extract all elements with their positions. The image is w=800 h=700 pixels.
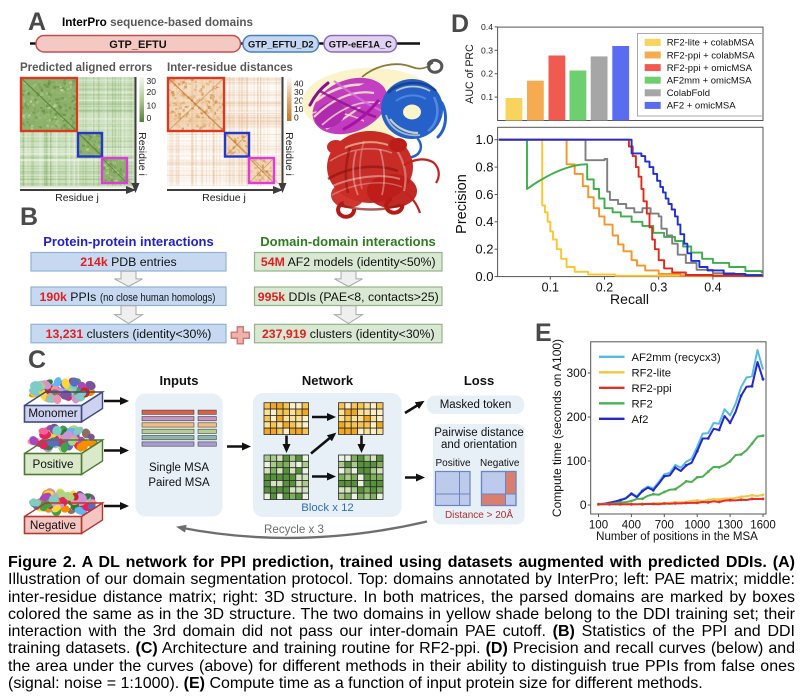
svg-text:0: 0: [294, 113, 299, 123]
svg-text:0.3: 0.3: [481, 45, 493, 55]
svg-text:300: 300: [566, 366, 586, 380]
svg-text:AUC of PRC: AUC of PRC: [464, 44, 476, 104]
svg-text:GTP-eEF1A_C: GTP-eEF1A_C: [329, 39, 392, 49]
svg-text:1600: 1600: [750, 520, 776, 532]
svg-text:RF2-ppi: RF2-ppi: [632, 383, 672, 395]
svg-text:0.8: 0.8: [475, 160, 493, 175]
svg-text:100: 100: [589, 520, 608, 532]
svg-text:1300: 1300: [717, 520, 743, 532]
svg-text:0.6: 0.6: [475, 187, 493, 202]
svg-text:Af2: Af2: [632, 414, 649, 426]
svg-text:400: 400: [622, 520, 641, 532]
svg-text:RF2-lite: RF2-lite: [632, 368, 672, 380]
svg-text:30: 30: [294, 87, 304, 97]
svg-text:GTP_EFTU_D2: GTP_EFTU_D2: [248, 39, 314, 49]
svg-text:RF2-ppi + omicMSA: RF2-ppi + omicMSA: [667, 63, 753, 74]
svg-text:0: 0: [580, 498, 587, 512]
svg-text:0.1: 0.1: [542, 281, 559, 295]
svg-text:0.2: 0.2: [481, 69, 493, 79]
svg-text:0.4: 0.4: [475, 214, 493, 229]
svg-text:20: 20: [294, 96, 304, 106]
svg-text:RF2: RF2: [632, 399, 653, 411]
svg-text:700: 700: [655, 520, 674, 532]
svg-text:10: 10: [294, 104, 304, 114]
svg-text:100: 100: [566, 454, 586, 468]
svg-text:0.3: 0.3: [650, 281, 667, 295]
svg-text:10: 10: [147, 101, 157, 111]
svg-text:GTP_EFTU: GTP_EFTU: [109, 39, 167, 51]
svg-text:Number of positions in the MSA: Number of positions in the MSA: [596, 531, 758, 543]
svg-text:0.0: 0.0: [475, 269, 493, 284]
svg-text:Precision: Precision: [454, 174, 470, 234]
svg-text:ColabFold: ColabFold: [667, 88, 710, 99]
svg-text:0.1: 0.1: [481, 92, 493, 102]
svg-text:30: 30: [147, 76, 157, 86]
svg-text:0.2: 0.2: [596, 281, 613, 295]
svg-text:200: 200: [566, 410, 586, 424]
svg-text:Recall: Recall: [610, 291, 649, 307]
svg-text:0.4: 0.4: [481, 22, 493, 32]
svg-text:20: 20: [147, 87, 157, 97]
svg-text:1.0: 1.0: [475, 132, 493, 147]
svg-text:0: 0: [147, 113, 152, 123]
svg-text:AF2mm + omicMSA: AF2mm + omicMSA: [667, 76, 752, 87]
svg-text:Compute time (seconds on A100): Compute time (seconds on A100): [550, 339, 564, 517]
svg-text:1000: 1000: [684, 520, 710, 532]
svg-text:AF2mm (recycx3): AF2mm (recycx3): [632, 352, 721, 364]
svg-text:RF2-lite + colabMSA: RF2-lite + colabMSA: [667, 38, 755, 49]
svg-text:AF2 + omicMSA: AF2 + omicMSA: [667, 101, 737, 112]
svg-text:0.4: 0.4: [704, 281, 721, 295]
svg-text:40: 40: [294, 79, 304, 89]
svg-text:RF2-ppi + colabMSA: RF2-ppi + colabMSA: [667, 50, 756, 61]
svg-text:0.2: 0.2: [475, 242, 493, 257]
